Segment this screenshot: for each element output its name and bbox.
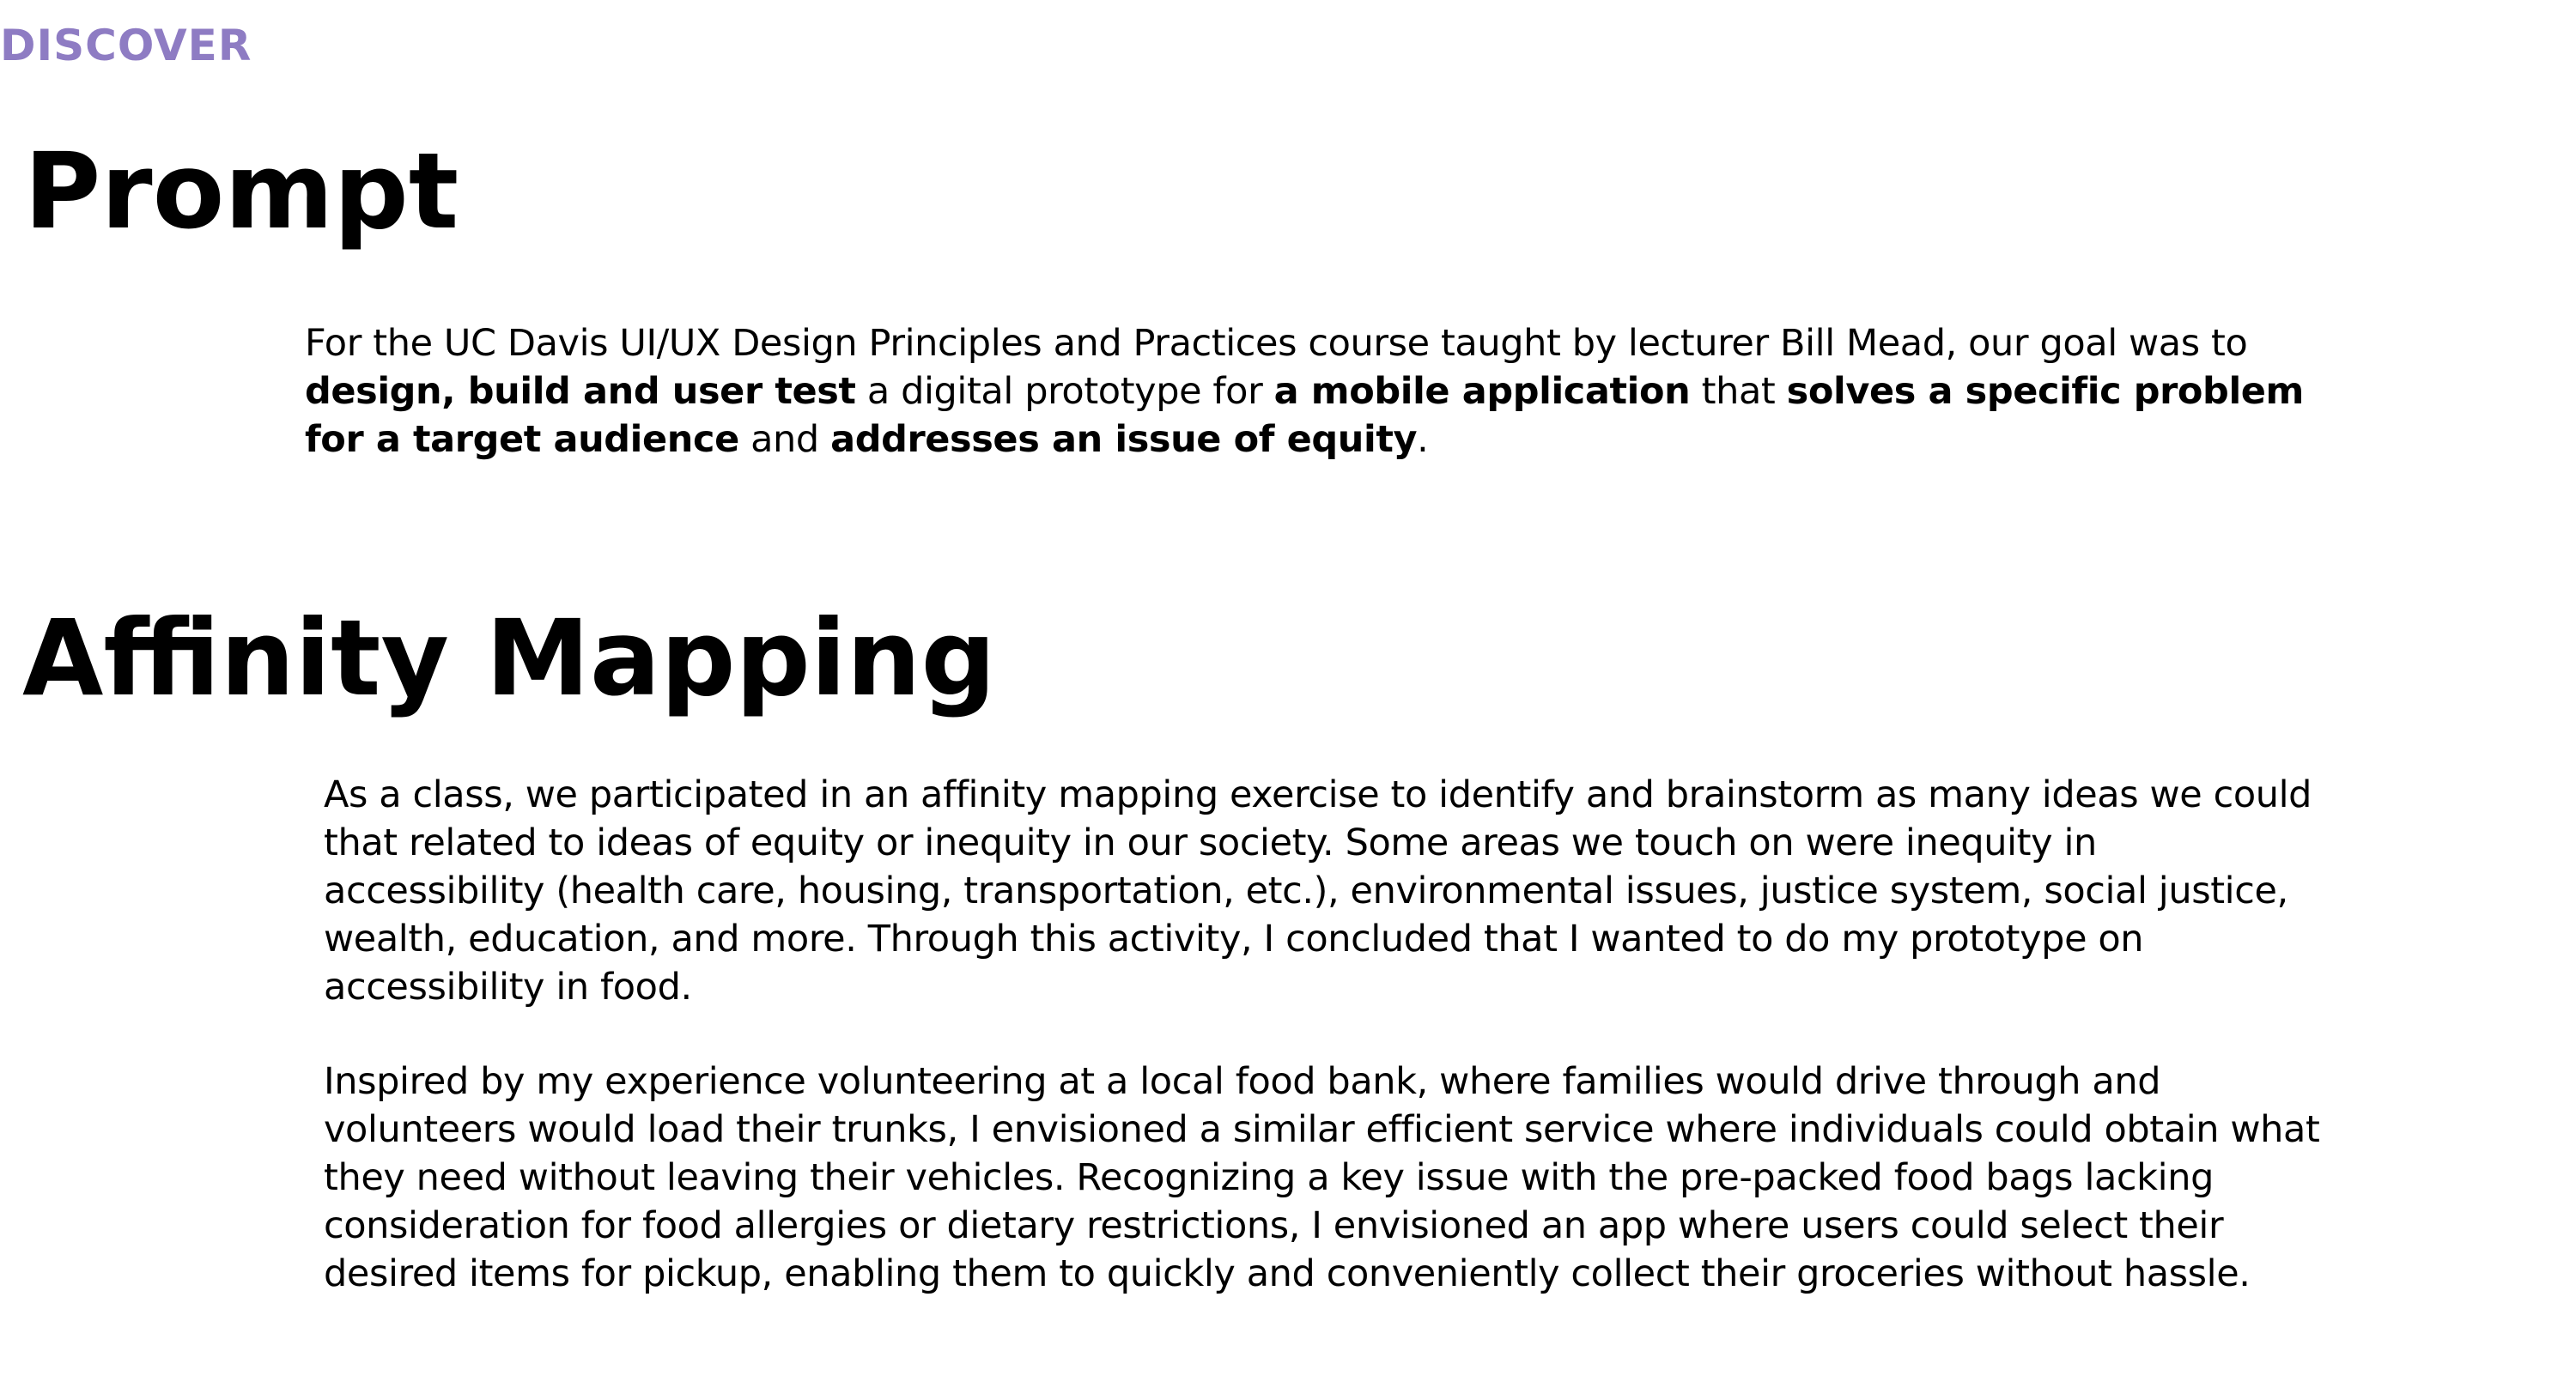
prompt-bold-segment: solves a specific problem for a target a… [305,370,2304,461]
prompt-bold-segment: a mobile application [1273,370,1691,413]
affinity-paragraph-2: Inspired by my experience volunteering a… [324,1060,2320,1295]
affinity-mapping-heading: Affinity Mapping [22,597,996,719]
prompt-text-segment: . [1417,418,1429,461]
prompt-text-segment: that [1690,370,1787,413]
prompt-text-segment: a digital prototype for [855,370,1274,413]
prompt-text-segment: For the UC Davis UI/UX Design Principles… [305,322,2248,365]
prompt-bold-segment: design, build and user test [305,370,856,413]
affinity-paragraph-1: As a class, we participated in an affini… [324,773,2312,1009]
prompt-bold-segment: addresses an issue of equity [830,418,1418,461]
prompt-text-segment: and [738,418,831,461]
prompt-paragraph: For the UC Davis UI/UX Design Principles… [305,319,2314,464]
prompt-heading: Prompt [24,130,459,252]
section-eyebrow: DISCOVER [0,21,252,70]
